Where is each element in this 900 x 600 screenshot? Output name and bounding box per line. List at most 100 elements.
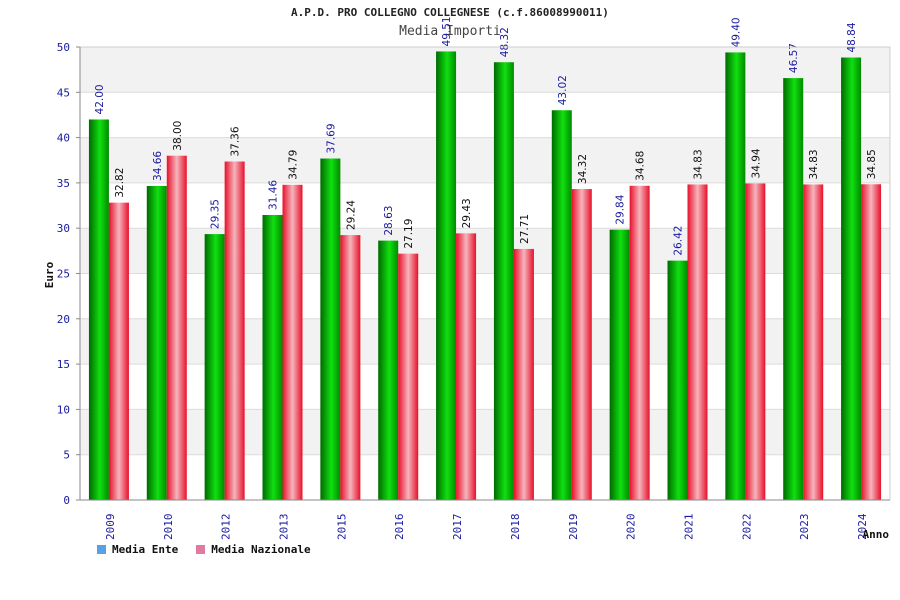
x-tick-label: 2010 <box>162 514 175 541</box>
grid-band <box>80 409 890 455</box>
data-label: 49.40 <box>730 17 742 47</box>
y-tick-label: 40 <box>57 132 70 145</box>
y-tick-label: 15 <box>57 358 70 371</box>
legend-swatch-nazionale <box>196 545 206 554</box>
bar-media-nazionale <box>166 155 187 500</box>
grid-band <box>80 273 890 319</box>
chart-subtitle: Media Importi <box>399 24 501 39</box>
bar-media-nazionale <box>687 184 708 501</box>
bar-media-nazionale <box>571 189 592 501</box>
data-label: 38.00 <box>172 121 184 151</box>
bar-media-ente <box>609 229 630 500</box>
x-tick-label: 2021 <box>683 514 696 541</box>
grid-band <box>80 228 890 274</box>
data-label: 34.83 <box>808 149 820 179</box>
bar-media-ente <box>88 119 109 500</box>
bar-media-ente <box>493 62 514 501</box>
data-label: 29.43 <box>461 198 473 228</box>
bar-media-ente <box>204 234 225 501</box>
x-tick-label: 2013 <box>278 514 291 541</box>
data-label: 31.46 <box>268 180 280 210</box>
bar-media-ente <box>436 51 457 501</box>
y-tick-label: 10 <box>57 403 70 416</box>
legend-label-nazionale: Media Nazionale <box>211 543 311 556</box>
legend: Media Ente Media Nazionale <box>97 543 311 556</box>
bar-media-ente <box>667 260 688 500</box>
y-tick-label: 45 <box>57 86 70 99</box>
data-label: 28.63 <box>383 206 395 236</box>
bar-media-nazionale <box>456 233 477 500</box>
x-tick-label: 2015 <box>335 514 348 541</box>
x-tick-label: 2019 <box>567 514 580 541</box>
bar-media-nazionale <box>745 183 766 500</box>
bar-media-nazionale <box>282 184 303 500</box>
grid-band <box>80 47 890 93</box>
data-label: 29.24 <box>345 200 357 230</box>
bar-media-ente <box>551 110 572 500</box>
grid-band <box>80 454 890 500</box>
data-label: 26.42 <box>673 226 685 256</box>
legend-label-ente: Media Ente <box>112 543 179 556</box>
y-tick-label: 30 <box>57 222 70 235</box>
x-tick-label: 2018 <box>509 514 522 541</box>
data-label: 34.79 <box>288 150 300 180</box>
data-label: 37.69 <box>325 123 337 153</box>
data-label: 34.85 <box>866 149 878 179</box>
x-tick-label: 2009 <box>104 514 117 541</box>
bar-media-nazionale <box>861 184 882 500</box>
legend-swatch-ente <box>97 545 106 554</box>
x-tick-label: 2016 <box>393 514 406 541</box>
data-label: 34.32 <box>577 154 589 184</box>
bar-media-ente <box>378 240 399 501</box>
data-label: 27.71 <box>519 214 531 244</box>
data-label: 29.84 <box>615 194 627 224</box>
grid-band <box>80 92 890 138</box>
bar-media-nazionale <box>398 253 419 500</box>
x-tick-label: 2023 <box>798 514 811 541</box>
legend-item-ente: Media Ente <box>97 543 178 556</box>
chart-title: A.P.D. PRO COLLEGNO COLLEGNESE (c.f.8600… <box>291 6 609 19</box>
y-tick-label: 20 <box>57 313 70 326</box>
x-axis-label: Anno <box>863 528 890 541</box>
grid-band <box>80 137 890 183</box>
bar-media-ente <box>783 78 804 500</box>
data-label: 27.19 <box>403 219 415 249</box>
y-tick-label: 5 <box>63 449 70 462</box>
bar-media-ente <box>146 185 167 500</box>
bar-media-nazionale <box>629 185 650 500</box>
x-tick-label: 2020 <box>625 514 638 541</box>
x-tick-label: 2017 <box>451 514 464 541</box>
bar-media-nazionale <box>340 235 361 500</box>
bar-media-nazionale <box>513 248 534 500</box>
bar-media-ente <box>725 52 746 500</box>
grid-band <box>80 364 890 410</box>
y-axis-label: Euro <box>43 261 56 288</box>
data-label: 48.32 <box>499 27 511 57</box>
grid-band <box>80 318 890 365</box>
data-label: 37.36 <box>230 126 242 156</box>
bar-media-nazionale <box>803 184 824 501</box>
bar-media-ente <box>262 214 283 500</box>
grid-band <box>80 182 890 229</box>
data-label: 34.68 <box>635 151 647 181</box>
data-label: 46.57 <box>788 43 800 73</box>
y-tick-label: 25 <box>57 268 70 281</box>
data-label: 34.94 <box>750 148 762 178</box>
axes: 0 5 10 15 20 25 30 35 40 45 50 2009 2010 2012 2013 2015… <box>57 41 891 541</box>
bars: 42.00 32.82 34.66 38.00 29.35 37.36 31.46 34.79… <box>88 16 882 501</box>
data-label: 34.83 <box>693 149 705 179</box>
x-tick-label: 2012 <box>220 514 233 541</box>
data-label: 34.66 <box>152 151 164 181</box>
bar-media-nazionale <box>108 202 129 500</box>
bar-media-ente <box>320 158 341 500</box>
bar-media-ente <box>841 57 862 500</box>
x-tick-label: 2024 <box>856 513 869 540</box>
legend-item-nazionale: Media Nazionale <box>196 543 311 556</box>
y-tick-label: 50 <box>57 41 70 54</box>
x-tick-label: 2022 <box>740 514 753 541</box>
y-tick-label: 35 <box>57 177 70 190</box>
data-label: 43.02 <box>557 75 569 105</box>
y-tick-label: 0 <box>63 494 70 507</box>
data-label: 29.35 <box>210 199 222 229</box>
